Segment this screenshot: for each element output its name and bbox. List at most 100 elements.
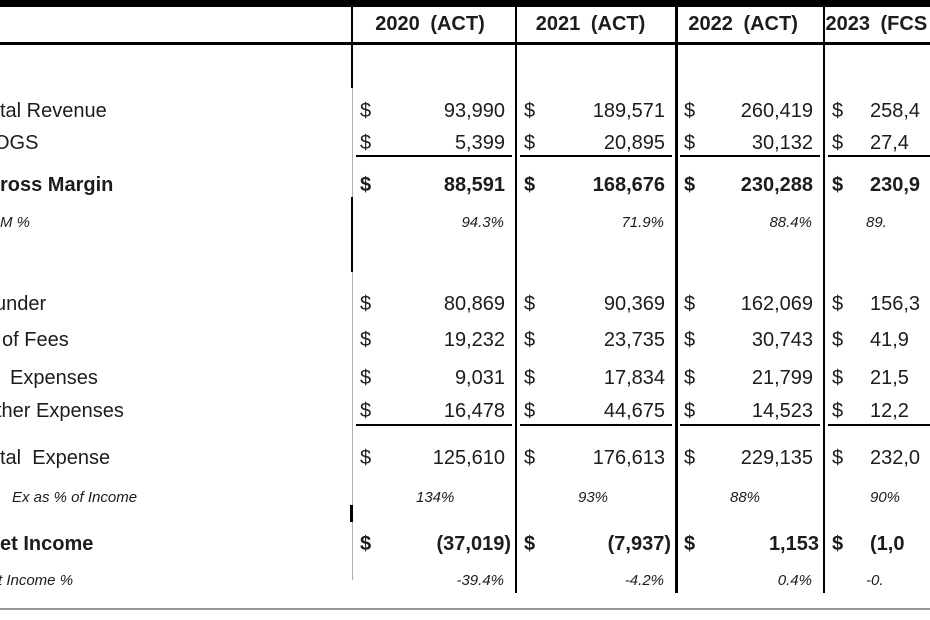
currency-symbol: $: [360, 446, 372, 469]
currency-symbol: $: [360, 99, 372, 122]
spreadsheet-cell[interactable]: $1,153: [676, 529, 824, 559]
spreadsheet-cell[interactable]: $232,0: [824, 443, 930, 473]
currency-symbol: $: [360, 292, 372, 315]
currency-symbol: $: [832, 99, 844, 122]
header-row: 2020 (ACT) 2021 (ACT) 2022 (ACT) 2023 (F…: [0, 7, 930, 42]
spreadsheet-cell[interactable]: $88,591: [352, 170, 516, 200]
spreadsheet-cell[interactable]: $27,4: [824, 128, 930, 158]
spreadsheet-cell[interactable]: $230,9: [824, 170, 930, 200]
spreadsheet-cell[interactable]: $44,675: [516, 396, 676, 426]
spreadsheet-cell[interactable]: $230,288: [676, 170, 824, 200]
label-column-divider-top-segment: [351, 7, 353, 88]
row-label-cell[interactable]: Ex as % of Income: [0, 482, 352, 512]
amount: 156,3: [870, 292, 921, 315]
spreadsheet-cell[interactable]: $90,369: [516, 289, 676, 319]
header-2020[interactable]: 2020 (ACT): [349, 7, 512, 42]
spreadsheet-cell[interactable]: 90%: [824, 482, 930, 512]
amount: 80,869: [443, 292, 505, 315]
cogs-underline-2021: [520, 155, 672, 157]
amount: 14,523: [751, 399, 813, 422]
header-empty-cell[interactable]: [0, 7, 349, 42]
spreadsheet-cell[interactable]: 0.4%: [676, 565, 824, 595]
header-2021-label: 2021 (ACT): [535, 13, 646, 35]
spreadsheet-cell[interactable]: $125,610: [352, 443, 516, 473]
spreadsheet-cell[interactable]: $ (1,0: [824, 529, 930, 559]
spreadsheet-cell[interactable]: $23,735: [516, 325, 676, 355]
currency-symbol: $: [360, 131, 372, 154]
spreadsheet-cell[interactable]: $41,9: [824, 325, 930, 355]
header-2021[interactable]: 2021 (ACT): [511, 7, 670, 42]
spreadsheet-cell[interactable]: $20,895: [516, 128, 676, 158]
column-divider-2022-2023: [823, 7, 825, 593]
spreadsheet-cell[interactable]: $80,869: [352, 289, 516, 319]
row-net-income: et Income $ (37,019) $ (7,937) $1,153 $ (1,…: [0, 529, 930, 559]
spreadsheet-cell[interactable]: $21,799: [676, 363, 824, 393]
row-label-cell[interactable]: tal Expense: [0, 443, 352, 473]
spreadsheet-cell[interactable]: 93%: [516, 482, 676, 512]
spreadsheet-cell[interactable]: $189,571: [516, 96, 676, 126]
row-label: OGS: [0, 131, 39, 154]
currency-symbol: $: [524, 532, 536, 555]
row-label-cell[interactable]: of Fees: [0, 325, 352, 355]
percent-value: 88.4%: [769, 213, 812, 231]
spreadsheet-cell[interactable]: $12,2: [824, 396, 930, 426]
spreadsheet-cell[interactable]: $21,5: [824, 363, 930, 393]
spreadsheet-cell[interactable]: $5,399: [352, 128, 516, 158]
cogs-underline-2023: [828, 155, 930, 157]
percent-value: 134%: [416, 488, 455, 506]
row-gross-margin-pct: M % 94.3% 71.9% 88.4% 89.: [0, 207, 930, 237]
spreadsheet-cell[interactable]: $17,834: [516, 363, 676, 393]
spreadsheet-cell[interactable]: 134%: [352, 482, 516, 512]
row-total-revenue: tal Revenue $93,990 $189,571 $260,419 $2…: [0, 96, 930, 126]
spreadsheet-cell[interactable]: -0.: [824, 565, 930, 595]
spreadsheet-cell[interactable]: 89.: [824, 207, 930, 237]
spreadsheet-cell[interactable]: 88%: [676, 482, 824, 512]
currency-symbol: $: [832, 446, 844, 469]
spreadsheet-cell[interactable]: $168,676: [516, 170, 676, 200]
table-top-border: [0, 0, 930, 7]
spreadsheet-cell[interactable]: $30,132: [676, 128, 824, 158]
row-label-cell[interactable]: t Income %: [0, 565, 352, 595]
label-column-divider: [352, 88, 353, 580]
spreadsheet-cell[interactable]: $93,990: [352, 96, 516, 126]
row-label-cell[interactable]: ross Margin: [0, 170, 352, 200]
amount: 16,478: [443, 399, 505, 422]
currency-symbol: $: [684, 131, 696, 154]
amount: 30,743: [751, 328, 813, 351]
spreadsheet-cell[interactable]: $ (7,937): [516, 529, 676, 559]
spreadsheet-cell[interactable]: $260,419: [676, 96, 824, 126]
spreadsheet-cell[interactable]: $162,069: [676, 289, 824, 319]
row-label-cell[interactable]: OGS: [0, 128, 352, 158]
row-label-cell[interactable]: under: [0, 289, 352, 319]
row-label-cell[interactable]: et Income: [0, 529, 352, 559]
row-label: t Income %: [0, 571, 74, 589]
header-2023[interactable]: 2023 (FCS: [816, 7, 930, 42]
cogs-underline-2020: [356, 155, 512, 157]
spreadsheet-cell[interactable]: $30,743: [676, 325, 824, 355]
spreadsheet-cell[interactable]: $176,613: [516, 443, 676, 473]
currency-symbol: $: [684, 99, 696, 122]
spreadsheet-cell[interactable]: $9,031: [352, 363, 516, 393]
currency-symbol: $: [832, 399, 844, 422]
row-label-cell[interactable]: M %: [0, 207, 352, 237]
spreadsheet-cell[interactable]: $258,4: [824, 96, 930, 126]
spreadsheet-cell[interactable]: -39.4%: [352, 565, 516, 595]
spreadsheet-cell[interactable]: 88.4%: [676, 207, 824, 237]
spreadsheet-cell[interactable]: -4.2%: [516, 565, 676, 595]
spreadsheet-cell[interactable]: 71.9%: [516, 207, 676, 237]
spreadsheet-cell[interactable]: $19,232: [352, 325, 516, 355]
spreadsheet-cell[interactable]: $156,3: [824, 289, 930, 319]
row-label-cell[interactable]: ther Expenses: [0, 396, 352, 426]
spreadsheet-cell[interactable]: $16,478: [352, 396, 516, 426]
row-label: M %: [0, 213, 30, 231]
spreadsheet-cell[interactable]: $ (37,019): [352, 529, 516, 559]
row-label-cell[interactable]: Expenses: [0, 363, 352, 393]
header-2022[interactable]: 2022 (ACT): [670, 7, 817, 42]
spreadsheet-cell[interactable]: $14,523: [676, 396, 824, 426]
spreadsheet-cell[interactable]: $229,135: [676, 443, 824, 473]
amount: 229,135: [740, 446, 813, 469]
row-label-cell[interactable]: tal Revenue: [0, 96, 352, 126]
amount: 162,069: [740, 292, 813, 315]
currency-symbol: $: [832, 532, 844, 555]
spreadsheet-cell[interactable]: 94.3%: [352, 207, 516, 237]
